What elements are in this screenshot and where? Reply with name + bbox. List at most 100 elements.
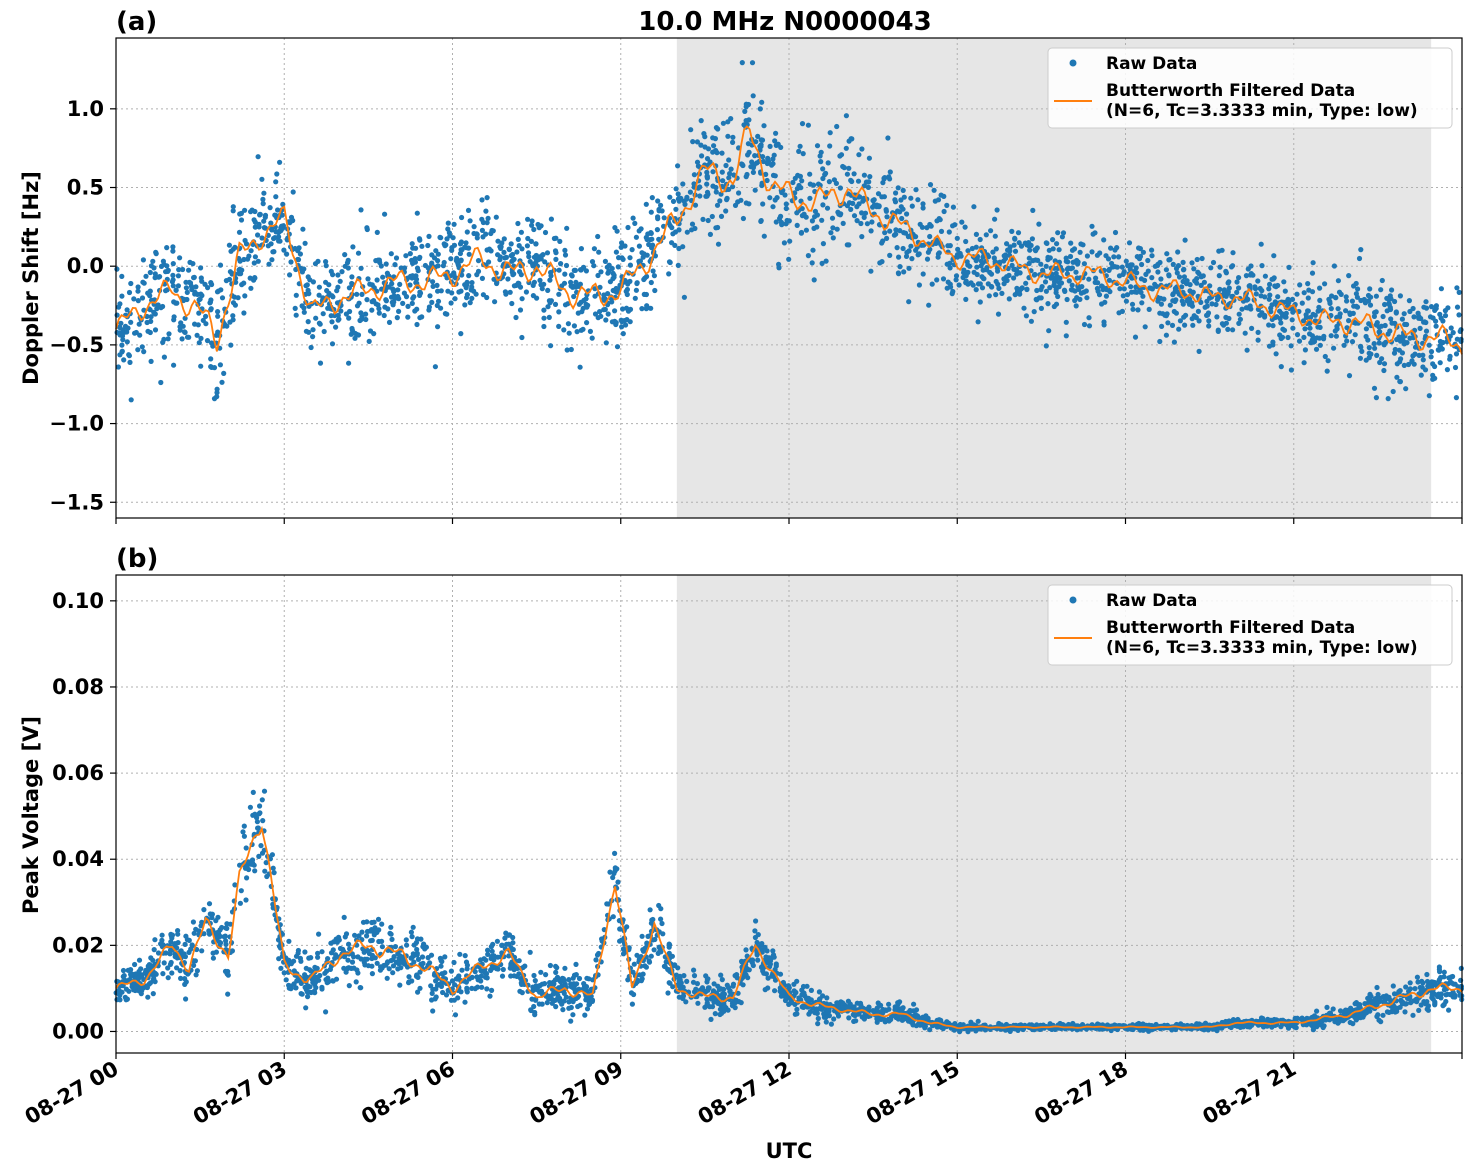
raw-data-point [215,929,221,936]
raw-data-point [1012,248,1019,254]
raw-data-point [971,269,977,275]
raw-data-point [1363,326,1369,332]
raw-data-point [1262,273,1268,279]
raw-data-point [724,197,730,203]
raw-data-point [517,307,524,313]
raw-data-point [364,919,370,925]
raw-data-point [538,253,545,259]
raw-data-point [680,244,686,250]
raw-data-point [1420,980,1426,986]
raw-data-point [1223,314,1229,320]
raw-data-point [120,967,127,974]
raw-data-point [236,271,242,277]
raw-data-point [191,930,197,936]
raw-data-point [217,362,223,368]
raw-data-point [513,314,519,321]
raw-data-point [1166,257,1172,263]
raw-data-point [948,284,954,290]
raw-data-point [1289,317,1295,323]
raw-data-point [1399,350,1405,356]
raw-data-point [926,302,932,308]
raw-data-point [529,222,535,228]
raw-data-point [1078,241,1084,247]
raw-data-point [1377,329,1383,335]
raw-data-point [415,989,421,995]
raw-data-point [900,245,906,252]
raw-data-point [596,249,602,255]
raw-data-point [869,219,875,225]
raw-data-point [1031,309,1037,315]
raw-data-point [427,293,433,299]
raw-data-point [562,965,568,971]
raw-data-point [752,187,758,193]
raw-data-point [866,1004,872,1010]
raw-data-point [196,340,202,346]
raw-data-point [397,959,403,965]
raw-data-point [717,1011,723,1018]
raw-data-point [1354,304,1361,310]
raw-data-point [1420,364,1426,370]
raw-data-point [1277,308,1283,314]
raw-data-point [510,940,516,946]
raw-data-point [556,309,562,315]
raw-data-point [584,1006,591,1012]
raw-data-point [194,332,200,338]
raw-data-point [389,281,395,287]
raw-data-point [714,202,721,208]
raw-data-point [1439,346,1445,352]
raw-data-point [568,272,575,278]
raw-data-point [172,941,178,947]
raw-data-point [656,236,662,242]
raw-data-point [681,294,688,300]
raw-data-point [1139,261,1145,268]
raw-data-point [394,315,400,321]
raw-data-point [1181,274,1187,280]
raw-data-point [1355,286,1361,292]
raw-data-point [1236,275,1242,281]
raw-data-point [305,319,311,325]
raw-data-point [1206,323,1212,329]
raw-data-point [691,989,698,995]
raw-data-point [1215,328,1221,334]
raw-data-point [328,268,334,274]
raw-data-point [1247,272,1254,278]
raw-data-point [272,235,278,241]
raw-data-point [628,990,635,996]
raw-data-point [759,137,766,143]
raw-data-point [823,1014,829,1020]
raw-data-point [1108,245,1114,251]
raw-data-point [1437,360,1443,366]
raw-data-point [1035,257,1041,263]
raw-data-point [994,207,1000,213]
raw-data-point [1095,280,1101,286]
raw-data-point [152,937,158,943]
raw-data-point [417,315,423,321]
raw-data-point [178,320,184,326]
raw-data-point [1038,261,1044,267]
raw-data-point [582,1012,588,1018]
raw-data-point [915,197,921,203]
raw-data-point [1243,273,1249,279]
raw-data-point [659,920,665,927]
raw-data-point [324,968,330,974]
raw-data-point [603,317,609,323]
raw-data-point [321,328,327,335]
raw-data-point [499,942,505,948]
raw-data-point [906,299,912,305]
raw-data-point [219,924,225,931]
raw-data-point [684,978,690,985]
raw-data-point [851,1018,857,1024]
raw-data-point [666,271,672,277]
raw-data-point [743,118,749,124]
raw-data-point [337,278,343,284]
raw-data-point [1090,231,1096,237]
raw-data-point [124,329,130,335]
raw-data-point [230,317,236,323]
raw-data-point [316,292,322,298]
raw-data-point [124,307,130,313]
raw-data-point [619,324,625,330]
raw-data-point [1026,260,1032,267]
raw-data-point [466,245,472,251]
raw-data-point [548,343,554,349]
raw-data-point [1343,308,1349,314]
